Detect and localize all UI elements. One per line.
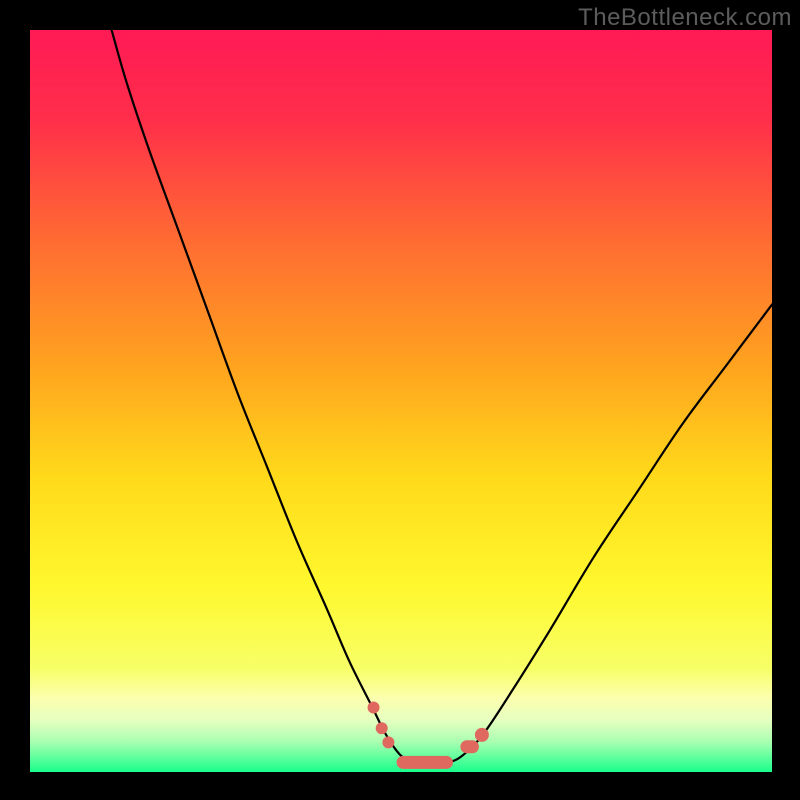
marker-dot-0 <box>368 701 380 713</box>
marker-dot-1 <box>376 722 388 734</box>
watermark-text: TheBottleneck.com <box>578 4 792 32</box>
marker-dot-5 <box>475 728 489 742</box>
marker-dot-2 <box>382 736 394 748</box>
curve-right <box>446 305 772 764</box>
marker-pill-4 <box>460 740 479 753</box>
curve-left <box>112 30 416 763</box>
chart-overlay <box>0 0 800 800</box>
marker-pill-3 <box>397 756 453 769</box>
